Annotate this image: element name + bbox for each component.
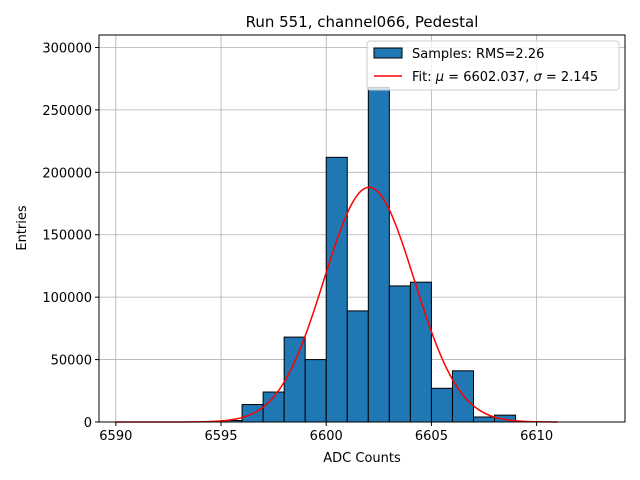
histogram-bars <box>199 86 517 423</box>
x-axis-label: ADC Counts <box>323 451 401 466</box>
legend-histogram-swatch <box>373 47 403 59</box>
legend-box <box>366 40 620 91</box>
histogram-bar <box>473 416 496 423</box>
histogram-bar <box>451 370 475 423</box>
histogram-bar <box>283 336 306 423</box>
y-tick-label: 150000 <box>42 229 92 244</box>
histogram-bar <box>388 285 411 423</box>
legend-histogram-label: Samples: RMS=2.26 <box>412 47 544 62</box>
plot-frame <box>98 34 626 423</box>
y-tick-label: 50000 <box>51 354 92 369</box>
legend-fit-label: Fit: μ = 6602.037, σ = 2.145 <box>412 70 598 85</box>
x-tick-label: 6595 <box>204 429 237 444</box>
chart-title: Run 551, channel066, Pedestal <box>246 13 479 31</box>
y-tick-label: 250000 <box>42 104 92 119</box>
histogram-bar <box>367 86 390 423</box>
histogram-bar <box>346 310 369 423</box>
histogram-bar <box>430 387 453 423</box>
y-axis-ticks: 0 50000 100000 150000 200000 250000 300000 <box>42 41 99 431</box>
y-tick-label: 100000 <box>42 291 92 306</box>
legend: Samples: RMS=2.26 Fit: μ = 6602.037, σ =… <box>366 40 620 91</box>
histogram-bar <box>304 359 327 423</box>
histogram-bar <box>409 281 432 423</box>
x-tick-label: 6590 <box>99 429 132 444</box>
x-tick-label: 6610 <box>520 429 553 444</box>
y-axis-label: Entries <box>15 205 30 251</box>
x-axis-ticks: 6590 6595 6600 6605 6610 <box>99 422 553 444</box>
histogram-bar <box>325 156 348 423</box>
x-tick-label: 6605 <box>415 429 448 444</box>
y-tick-label: 200000 <box>42 166 92 181</box>
y-tick-label: 300000 <box>42 41 92 56</box>
x-tick-label: 6600 <box>310 429 343 444</box>
y-tick-label: 0 <box>84 416 92 431</box>
